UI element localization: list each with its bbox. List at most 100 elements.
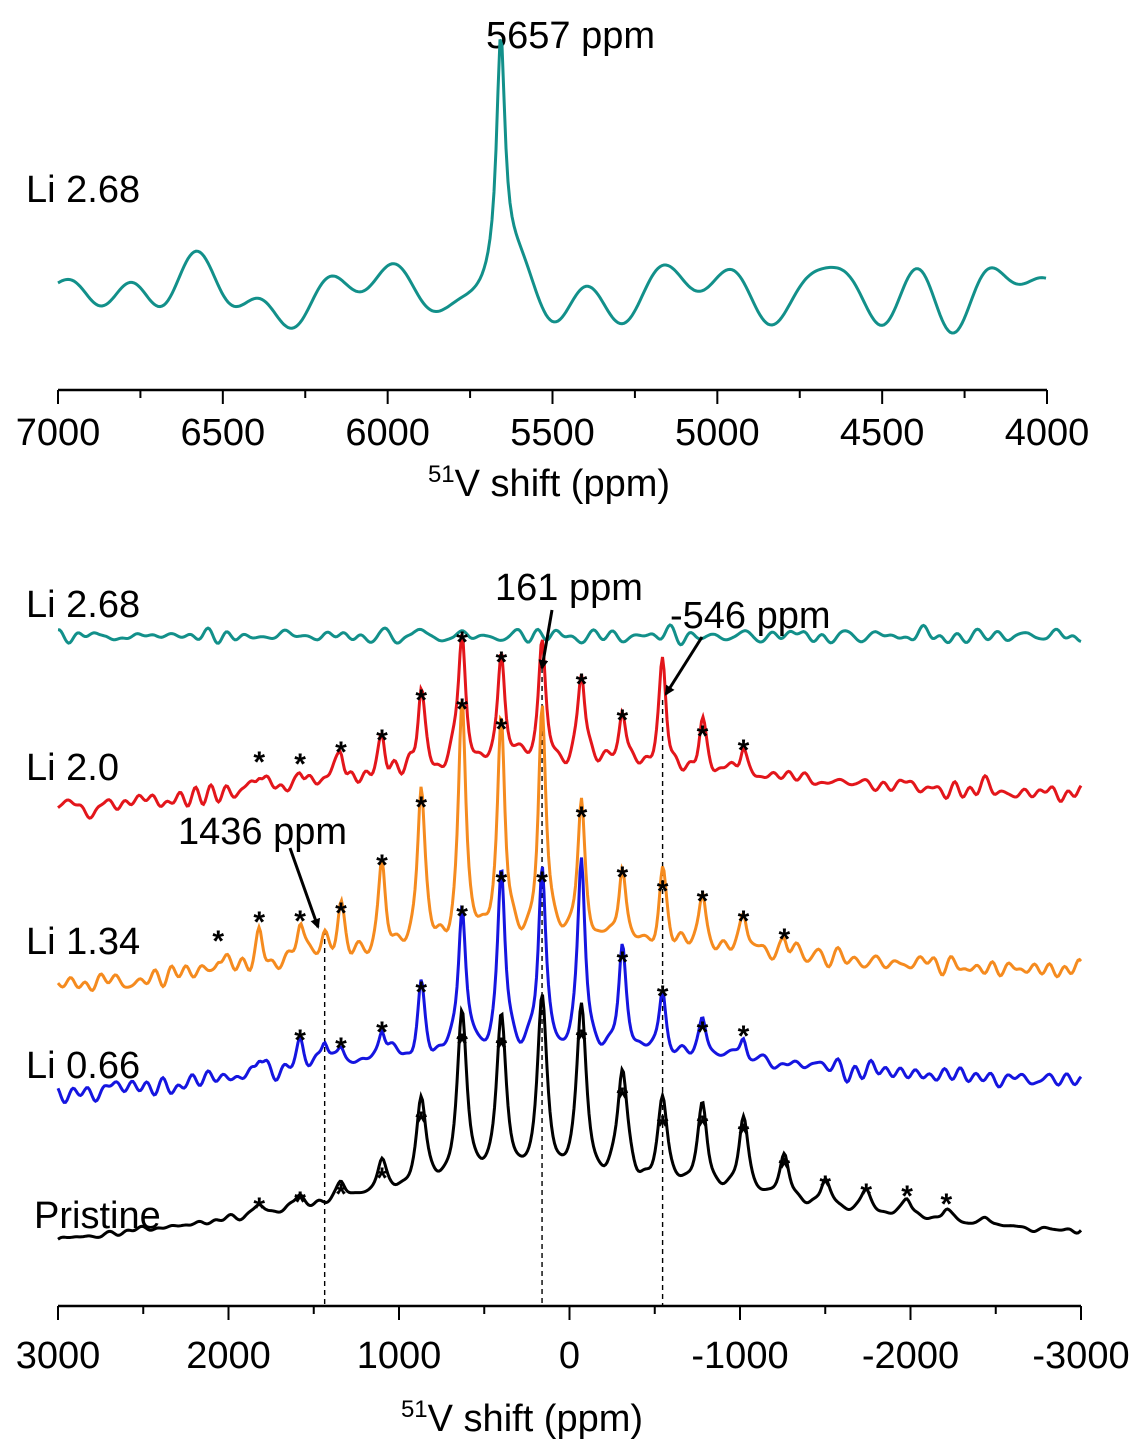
sideband-star: * [738, 734, 750, 767]
sideband-star: * [778, 923, 790, 956]
bottom-tick-label: 3000 [16, 1335, 101, 1377]
sideband-star: * [376, 849, 388, 882]
sideband-star: * [376, 1016, 388, 1049]
top-trace-group [57, 38, 1047, 335]
sideband-star: * [335, 897, 347, 930]
sideband-star: * [657, 1110, 669, 1143]
sideband-star: * [335, 1032, 347, 1065]
sideband-star: * [657, 875, 669, 908]
sideband-star: * [253, 746, 265, 779]
bottom-tick-label: -2000 [862, 1335, 959, 1377]
bottom-tick-label: -1000 [691, 1335, 788, 1377]
sideband-star: * [415, 684, 427, 717]
top-tick-label: 4000 [1005, 412, 1090, 454]
series-label-li066: Li 0.66 [26, 1045, 140, 1087]
bottom-panel: * * * * * * * * * * * * * * * * * * * * * * * * * * * * * * * * * * * * * * * *… [16, 567, 1130, 1440]
sideband-star: * [617, 861, 629, 894]
sideband-star: * [495, 866, 507, 899]
sideband-star: * [376, 1162, 388, 1195]
sideband-star: * [778, 1152, 790, 1185]
spinning-sideband-markers: * * * * * * * * * * * * * * * * * * * * * * * * * * * * * * * * * * * * * * * *… [212, 626, 952, 1225]
series-label-li134: Li 1.34 [26, 921, 140, 963]
sideband-star: * [657, 980, 669, 1013]
annotation-minus546-ppm: -546 ppm [670, 595, 831, 637]
top-xlabel-sup: 51 [428, 461, 455, 488]
sideband-star: * [738, 1118, 750, 1151]
sideband-star: * [576, 1024, 588, 1057]
reference-dashed-lines [323, 668, 664, 1306]
bottom-trace-li-2-68 [57, 623, 1082, 647]
series-label-li20: Li 2.0 [26, 747, 119, 789]
bottom-xlabel-main: V shift (ppm) [428, 1398, 643, 1440]
bottom-ticks: 3000 2000 1000 0 -1000 -2000 -3000 [16, 1306, 1130, 1377]
sideband-star: * [697, 885, 709, 918]
bottom-tick-label: 0 [559, 1335, 580, 1377]
top-x-axis-title: 51V shift (ppm) [428, 461, 670, 505]
arrow-minus546-ppm [664, 636, 704, 696]
bottom-trace-li-0-66 [56, 857, 1083, 1104]
sideband-star: * [456, 626, 468, 659]
top-ticks: 7000 6500 6000 5500 5000 4500 4000 [16, 390, 1090, 454]
sideband-star: * [294, 748, 306, 781]
top-series-label: Li 2.68 [26, 169, 140, 211]
sideband-star: * [335, 736, 347, 769]
annotation-161-ppm: 161 ppm [495, 567, 643, 609]
sideband-star: * [212, 925, 224, 958]
sideband-star: * [495, 713, 507, 746]
top-tick-label: 7000 [16, 412, 101, 454]
sideband-star: * [576, 668, 588, 701]
sideband-star: * [456, 900, 468, 933]
bottom-trace-pristine [57, 994, 1083, 1241]
sideband-star: * [738, 1020, 750, 1053]
arrow-161-ppm [538, 609, 554, 670]
sideband-star: * [456, 693, 468, 726]
sideband-star: * [940, 1188, 952, 1221]
sideband-star: * [495, 1032, 507, 1065]
bottom-traces-group [56, 623, 1083, 1241]
bottom-trace-li-1-34 [56, 701, 1083, 993]
series-label-pristine: Pristine [34, 1195, 161, 1237]
series-label-li268: Li 2.68 [26, 584, 140, 626]
top-panel: Li 2.68 5657 ppm 7000 6500 6000 5500 5000 450… [16, 15, 1090, 505]
arrow-1436-ppm [288, 847, 321, 929]
sideband-star: * [617, 704, 629, 737]
sideband-star: * [253, 1192, 265, 1225]
sideband-star: * [415, 1106, 427, 1139]
bottom-trace-li-2-0 [57, 634, 1083, 820]
bottom-xlabel-sup: 51 [401, 1396, 428, 1423]
top-tick-label: 6000 [345, 412, 430, 454]
bottom-x-axis-title: 51V shift (ppm) [401, 1396, 643, 1440]
sideband-star: * [495, 646, 507, 679]
sideband-star: * [335, 1178, 347, 1211]
sideband-star: * [617, 1082, 629, 1115]
top-tick-label: 5500 [510, 412, 595, 454]
sideband-star: * [376, 724, 388, 757]
top-peak-annotation: 5657 ppm [486, 15, 655, 57]
annotation-arrows [288, 609, 704, 929]
sideband-star: * [819, 1170, 831, 1203]
sideband-star: * [536, 866, 548, 899]
annotation-1436-ppm: 1436 ppm [178, 811, 347, 853]
bottom-tick-label: 1000 [357, 1335, 442, 1377]
sideband-star: * [294, 1024, 306, 1057]
sideband-star: * [738, 905, 750, 938]
sideband-star: * [456, 1028, 468, 1061]
top-xlabel-main: V shift (ppm) [455, 463, 670, 505]
sideband-star: * [901, 1180, 913, 1213]
sideband-star: * [576, 801, 588, 834]
top-trace-li268 [57, 38, 1047, 335]
sideband-star: * [415, 976, 427, 1009]
sideband-star: * [294, 1186, 306, 1219]
sideband-star: * [617, 946, 629, 979]
sideband-star: * [697, 1016, 709, 1049]
sideband-star: * [697, 720, 709, 753]
sideband-star: * [697, 1110, 709, 1143]
top-tick-label: 4500 [840, 412, 925, 454]
top-tick-label: 6500 [181, 412, 266, 454]
sideband-star: * [253, 906, 265, 939]
bottom-tick-label: -3000 [1032, 1335, 1129, 1377]
top-tick-label: 5000 [675, 412, 760, 454]
bottom-tick-label: 2000 [186, 1335, 271, 1377]
